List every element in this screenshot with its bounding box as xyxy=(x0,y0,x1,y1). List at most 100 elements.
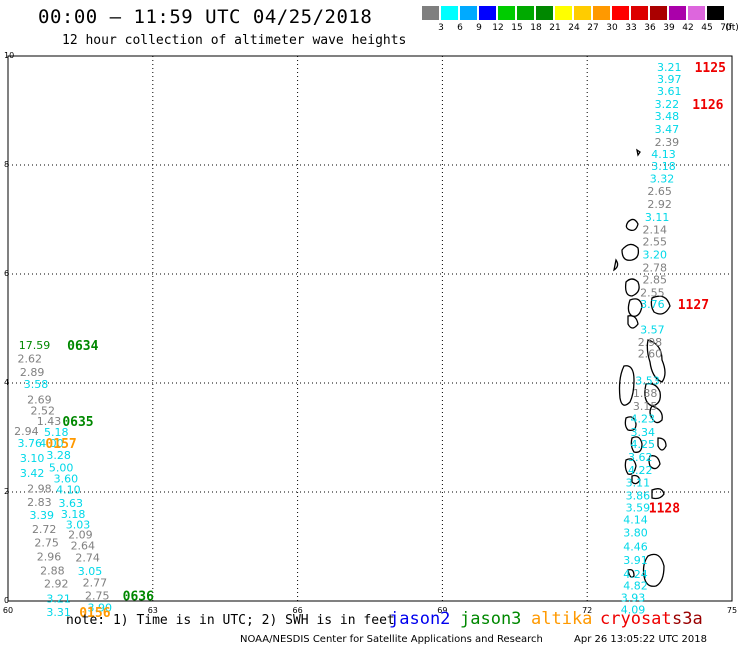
island-outline xyxy=(636,148,641,157)
island-outline xyxy=(646,339,666,383)
wave-height-value: 2.85 xyxy=(643,273,668,286)
pass-time-label: 1125 xyxy=(695,61,726,76)
wave-height-value: 4.24 xyxy=(623,568,648,581)
y-tick-label: 6 xyxy=(4,269,9,278)
wave-height-value: 3.93 xyxy=(621,592,646,605)
wave-height-value: 3.57 xyxy=(640,324,665,337)
scale-swatch xyxy=(612,6,629,20)
wave-height-value: 2.78 xyxy=(643,261,668,274)
wave-height-value: 2.55 xyxy=(640,287,665,300)
wave-height-value: 2.39 xyxy=(655,136,680,149)
scale-swatch xyxy=(593,6,610,20)
wave-height-value: 2.69 xyxy=(27,393,52,406)
x-tick-label: 75 xyxy=(727,606,737,615)
wave-height-value: 2.14 xyxy=(643,223,668,236)
wave-height-value: 5.00 xyxy=(49,461,74,474)
wave-height-value: 3.97 xyxy=(657,73,682,86)
pass-time-label: 0634 xyxy=(67,339,98,354)
wave-height-value: 3.76 xyxy=(17,437,42,450)
wave-height-value: 2.65 xyxy=(647,185,672,198)
wave-height-value: 3.39 xyxy=(30,509,55,522)
wave-height-value: 3.21 xyxy=(46,592,71,605)
wave-height-value: 3.47 xyxy=(655,123,680,136)
island-outline xyxy=(631,474,641,485)
wave-height-value: 3.11 xyxy=(626,477,651,490)
pass-time-label: 1128 xyxy=(649,501,680,516)
island-outline xyxy=(627,298,643,317)
wave-height-value: 4.46 xyxy=(623,541,648,554)
pass-time-label: 1127 xyxy=(678,298,709,313)
wave-height-value: 4.09 xyxy=(621,604,646,617)
wave-height-value: 4.25 xyxy=(630,438,655,451)
island-outline xyxy=(624,458,637,475)
x-tick-label: 72 xyxy=(582,606,592,615)
y-tick-label: 4 xyxy=(4,378,9,387)
wave-height-value: 4.14 xyxy=(623,513,648,526)
wave-height-value: 3.05 xyxy=(78,565,103,578)
wave-height-value: 4.13 xyxy=(651,148,676,161)
wave-height-value: 2.75 xyxy=(85,590,110,603)
wave-height-value: 3.86 xyxy=(626,489,651,502)
island-outline xyxy=(630,436,643,453)
scale-label: 24 xyxy=(568,23,580,33)
scale-swatch xyxy=(707,6,724,20)
x-tick-label: 60 xyxy=(3,606,13,615)
scale-label: 33 xyxy=(625,23,637,33)
wave-height-value: 3.60 xyxy=(54,472,79,485)
wave-height-value: 3.80 xyxy=(623,526,648,539)
wave-height-value: 2.94 xyxy=(14,425,39,438)
island-outline xyxy=(621,243,640,261)
scale-label: 36 xyxy=(644,23,656,33)
scale-label: 39 xyxy=(663,23,675,33)
island-outline xyxy=(650,295,671,315)
scale-label: 3 xyxy=(438,23,444,33)
scale-label: 45 xyxy=(701,23,713,33)
wave-height-value: 2.88 xyxy=(40,564,65,577)
wave-height-value: 3.21 xyxy=(657,61,682,74)
satellite-label-jason3: jason3 xyxy=(460,609,522,629)
scale-label: 12 xyxy=(492,23,504,33)
wave-height-value: 3.58 xyxy=(24,378,49,391)
y-tick-label: 8 xyxy=(4,160,9,169)
wave-height-value: 3.31 xyxy=(46,606,71,619)
wave-height-value: 4.10 xyxy=(56,483,81,496)
scale-swatch xyxy=(441,6,458,20)
scale-swatch xyxy=(688,6,705,20)
wave-height-value: 3.90 xyxy=(87,602,112,615)
y-tick-label: 10 xyxy=(4,51,14,60)
island-outline xyxy=(624,416,637,432)
island-outline xyxy=(644,383,661,407)
scale-label: 30 xyxy=(606,23,618,33)
wave-height-value: 2.77 xyxy=(83,576,108,589)
scale-swatch xyxy=(422,6,439,20)
y-tick-label: 2 xyxy=(4,487,9,496)
scale-swatch xyxy=(460,6,477,20)
scale-label: 18 xyxy=(530,23,542,33)
scale-swatch xyxy=(650,6,667,20)
credit-text: NOAA/NESDIS Center for Satellite Applica… xyxy=(240,634,543,645)
map-title: 00:00 – 11:59 UTC 04/25/2018 xyxy=(38,6,373,28)
island-outline xyxy=(613,258,619,272)
y-tick-label: 0 xyxy=(4,596,9,605)
wave-height-value: 4.82 xyxy=(623,580,648,593)
units-note: note: 1) Time is in UTC; 2) SWH is in fe… xyxy=(66,613,395,628)
scale-label: 70 xyxy=(720,23,732,33)
wave-height-value: 3.48 xyxy=(655,110,680,123)
island-outline xyxy=(642,553,665,587)
scale-label: 9 xyxy=(476,23,482,33)
wave-height-value: 3.10 xyxy=(20,452,45,465)
wave-height-value: 3.61 xyxy=(657,85,682,98)
island-outline xyxy=(648,455,661,470)
wave-height-value: 3.42 xyxy=(20,467,45,480)
scale-swatch xyxy=(536,6,553,20)
wave-height-value: 2.92 xyxy=(647,198,672,211)
satellite-label-s3a: s3a xyxy=(672,609,703,629)
generated-timestamp: Apr 26 13:05:22 UTC 2018 xyxy=(574,634,707,645)
wave-height-value: 3.91 xyxy=(623,554,648,567)
wave-height-value: 1.38 xyxy=(633,387,658,400)
wave-height-value: 3.32 xyxy=(650,173,675,186)
x-tick-label: 66 xyxy=(293,606,303,615)
wave-height-value: 2.72 xyxy=(32,523,57,536)
x-tick-label: 63 xyxy=(148,606,158,615)
pass-time-label: 0157 xyxy=(45,437,76,452)
